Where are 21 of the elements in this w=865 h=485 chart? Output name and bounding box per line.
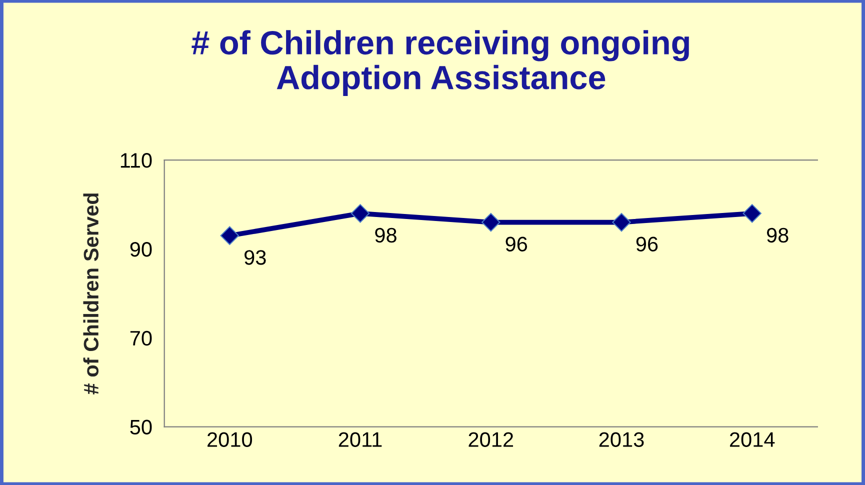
point (742, 204, 762, 223)
data-label: 93 (244, 250, 266, 265)
y-tick-label: 110 (120, 153, 152, 168)
y-tick-label: 90 (130, 242, 152, 257)
x-tick-label: 2014 (730, 432, 775, 447)
x-tick-label: 2013 (599, 432, 644, 447)
point (220, 226, 240, 245)
point (612, 212, 631, 232)
x-tick-label: 2011 (338, 432, 382, 447)
y-axis-title: # of Children Served (83, 193, 99, 394)
data-label: 96 (506, 236, 528, 252)
y-tick-label: 70 (130, 330, 152, 346)
chart-title: # of Children receiving ongoing Adoption Assistance (192, 30, 689, 96)
x-tick-label: 2010 (208, 432, 252, 447)
x-tick-label: 2012 (468, 432, 514, 447)
data-label: 96 (636, 236, 658, 252)
point (482, 212, 500, 232)
point (350, 204, 370, 223)
y-tick-label: 50 (130, 420, 152, 435)
data-label: 98 (375, 228, 396, 243)
data-label: 98 (766, 228, 788, 243)
